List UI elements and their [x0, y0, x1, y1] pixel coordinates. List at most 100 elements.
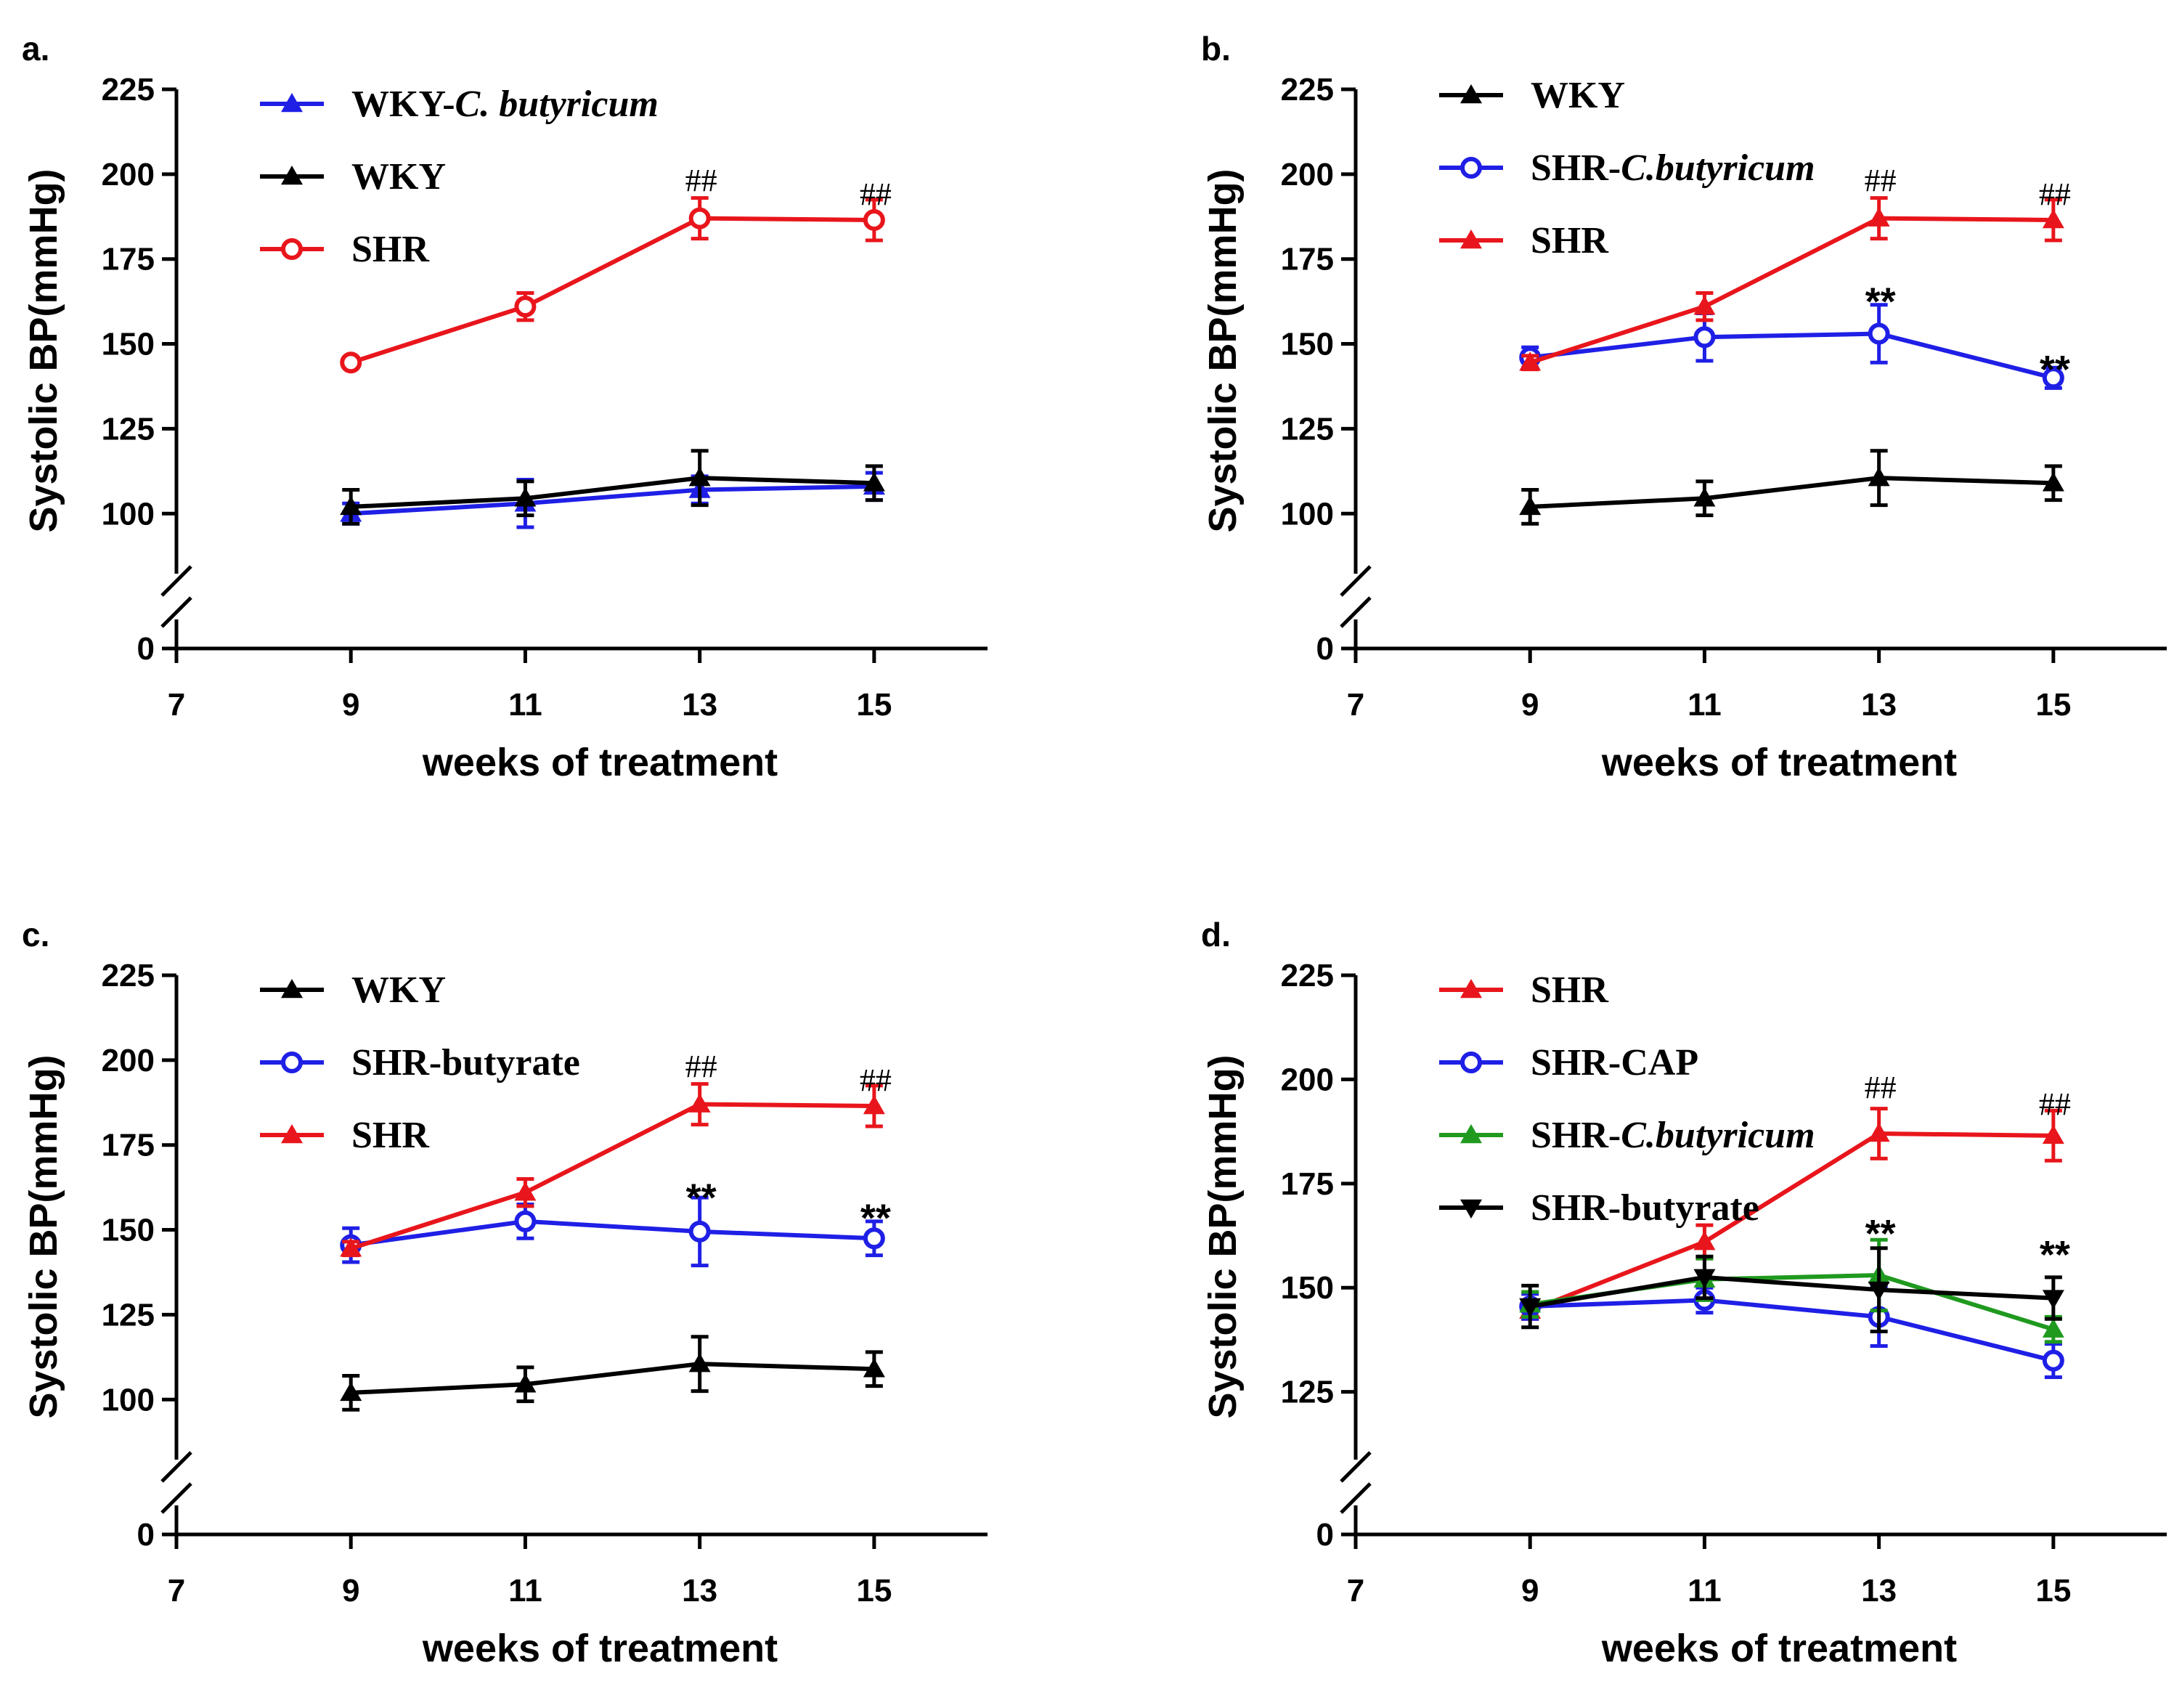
x-axis-label: weeks of treatment: [422, 1627, 778, 1670]
y-tick-label: 150: [102, 1213, 155, 1248]
marker-triangle-down: [1868, 1281, 1890, 1301]
marker-circle: [688, 1220, 711, 1243]
legend-entry: WKY-C. butyricum: [260, 84, 659, 125]
y-tick-label: 125: [1281, 411, 1334, 447]
marker-triangle-up: [1693, 1231, 1716, 1250]
legend-label: SHR-butyrate: [1531, 1187, 1759, 1229]
legend-entry: SHR: [260, 1115, 430, 1156]
marker-triangle-up: [1519, 495, 1542, 516]
marker-triangle-down: [2042, 1290, 2064, 1309]
marker-triangle-up: [514, 1182, 537, 1201]
series-line: [1529, 1131, 2053, 1313]
marker-circle: [281, 1052, 303, 1073]
significance-hash: ##: [2039, 1086, 2071, 1122]
y-tick-label: 200: [1281, 1062, 1334, 1097]
y-tick-label: 0: [137, 631, 155, 667]
x-tick-label: 7: [1347, 1573, 1364, 1609]
x-tick-label: 11: [1688, 687, 1722, 723]
y-tick-label: 125: [102, 1297, 155, 1333]
series-line: [1529, 331, 2054, 381]
panel-b: b. 0 100 125 150 175 200 225 7 9 11 13 15 weeks of tr…: [1201, 30, 2167, 784]
series-shr-butyrate: [340, 1195, 885, 1268]
marker-triangle-up: [2042, 1318, 2064, 1338]
x-tick-label: 7: [1347, 687, 1364, 723]
legend-label: SHR: [1531, 220, 1609, 261]
x-tick-label: 7: [168, 1573, 185, 1609]
legend-entry: SHR-butyrate: [1439, 1187, 1759, 1229]
marker-triangle-up: [514, 1373, 537, 1393]
marker-triangle-up: [1868, 207, 1890, 227]
y-tick-label: 100: [102, 496, 155, 532]
marker-circle: [340, 351, 362, 374]
marker-triangle-up: [281, 166, 303, 185]
marker-triangle-up: [1868, 1122, 1890, 1142]
y-tick-label: 200: [1281, 157, 1334, 192]
marker-circle: [514, 1210, 537, 1232]
x-axis-label: weeks of treatment: [422, 741, 778, 784]
panel-a: a. 0 100 125 150 175 200 225 7 9 11 13 15 weeks of tr…: [22, 30, 988, 784]
series-line: [351, 476, 874, 509]
axis-break-mark: [160, 565, 192, 597]
axis-break-mark: [1340, 596, 1372, 628]
significance-stars: **: [1865, 280, 1896, 323]
legend-label: SHR: [1531, 969, 1609, 1011]
legend-entry: SHR-butyrate: [260, 1042, 580, 1083]
marker-triangle-up: [1693, 296, 1716, 315]
y-tick-label: 175: [1281, 1166, 1334, 1202]
x-tick-label: 7: [168, 687, 185, 723]
marker-triangle-up: [688, 1093, 711, 1113]
marker-circle: [863, 1227, 885, 1250]
significance-hash: ##: [860, 176, 892, 212]
y-tick-label: 0: [137, 1517, 155, 1553]
marker-triangle-up: [863, 1358, 885, 1378]
series-shr: [340, 196, 885, 374]
y-tick-label: 175: [102, 1128, 155, 1163]
marker-triangle-up: [340, 1381, 362, 1402]
marker-triangle-down: [1693, 1269, 1716, 1288]
marker-circle: [688, 207, 711, 229]
marker-triangle-up: [1460, 84, 1482, 104]
legend-entry: SHR: [1439, 220, 1609, 261]
marker-circle: [514, 296, 537, 318]
x-tick-label: 13: [1861, 687, 1897, 723]
marker-triangle-up: [2042, 208, 2064, 229]
marker-circle: [2042, 1349, 2064, 1372]
panel-c: c. 0 100 125 150 175 200 225 7 9 11 13 15 weeks of tr…: [22, 916, 988, 1670]
series-line: [351, 1362, 874, 1395]
y-tick-label: 200: [102, 1043, 155, 1078]
y-tick-label: 225: [102, 958, 155, 993]
marker-circle: [1868, 322, 1890, 345]
series-line: [1529, 216, 2053, 365]
panel-letter: b.: [1201, 30, 1231, 68]
y-tick-label: 225: [102, 72, 155, 107]
axis-break-mark: [1340, 1451, 1372, 1483]
x-tick-label: 9: [342, 1573, 359, 1609]
x-tick-label: 9: [342, 687, 359, 723]
marker-triangle-up: [688, 1353, 711, 1372]
x-tick-label: 11: [1688, 1573, 1722, 1609]
legend-label: SHR: [351, 229, 430, 270]
significance-hash: ##: [860, 1062, 892, 1098]
marker-circle: [281, 238, 303, 260]
series-shr-butyrate: [1519, 1246, 2064, 1333]
x-tick-label: 11: [508, 1573, 542, 1609]
series-line: [350, 1219, 874, 1248]
legend-label: WKY: [351, 156, 446, 198]
significance-hash: ##: [2039, 176, 2071, 212]
significance-hash: ##: [1865, 163, 1897, 198]
series-shr: [1519, 196, 2064, 372]
y-tick-label: 100: [102, 1382, 155, 1418]
panel-letter: c.: [22, 916, 49, 953]
y-axis-label: Systolic BP(mmHg): [1201, 1054, 1245, 1418]
series-line: [351, 484, 874, 516]
series-wky: [340, 1335, 885, 1412]
y-axis-label: Systolic BP(mmHg): [22, 168, 65, 532]
axis-break-mark: [1340, 1482, 1372, 1514]
panel-letter: a.: [22, 30, 49, 68]
marker-triangle-up: [2042, 472, 2064, 492]
marker-triangle-down: [1519, 1298, 1542, 1318]
axis-break-mark: [160, 1482, 192, 1514]
legend-label: WKY: [351, 969, 446, 1011]
series-line: [1530, 1298, 2054, 1363]
